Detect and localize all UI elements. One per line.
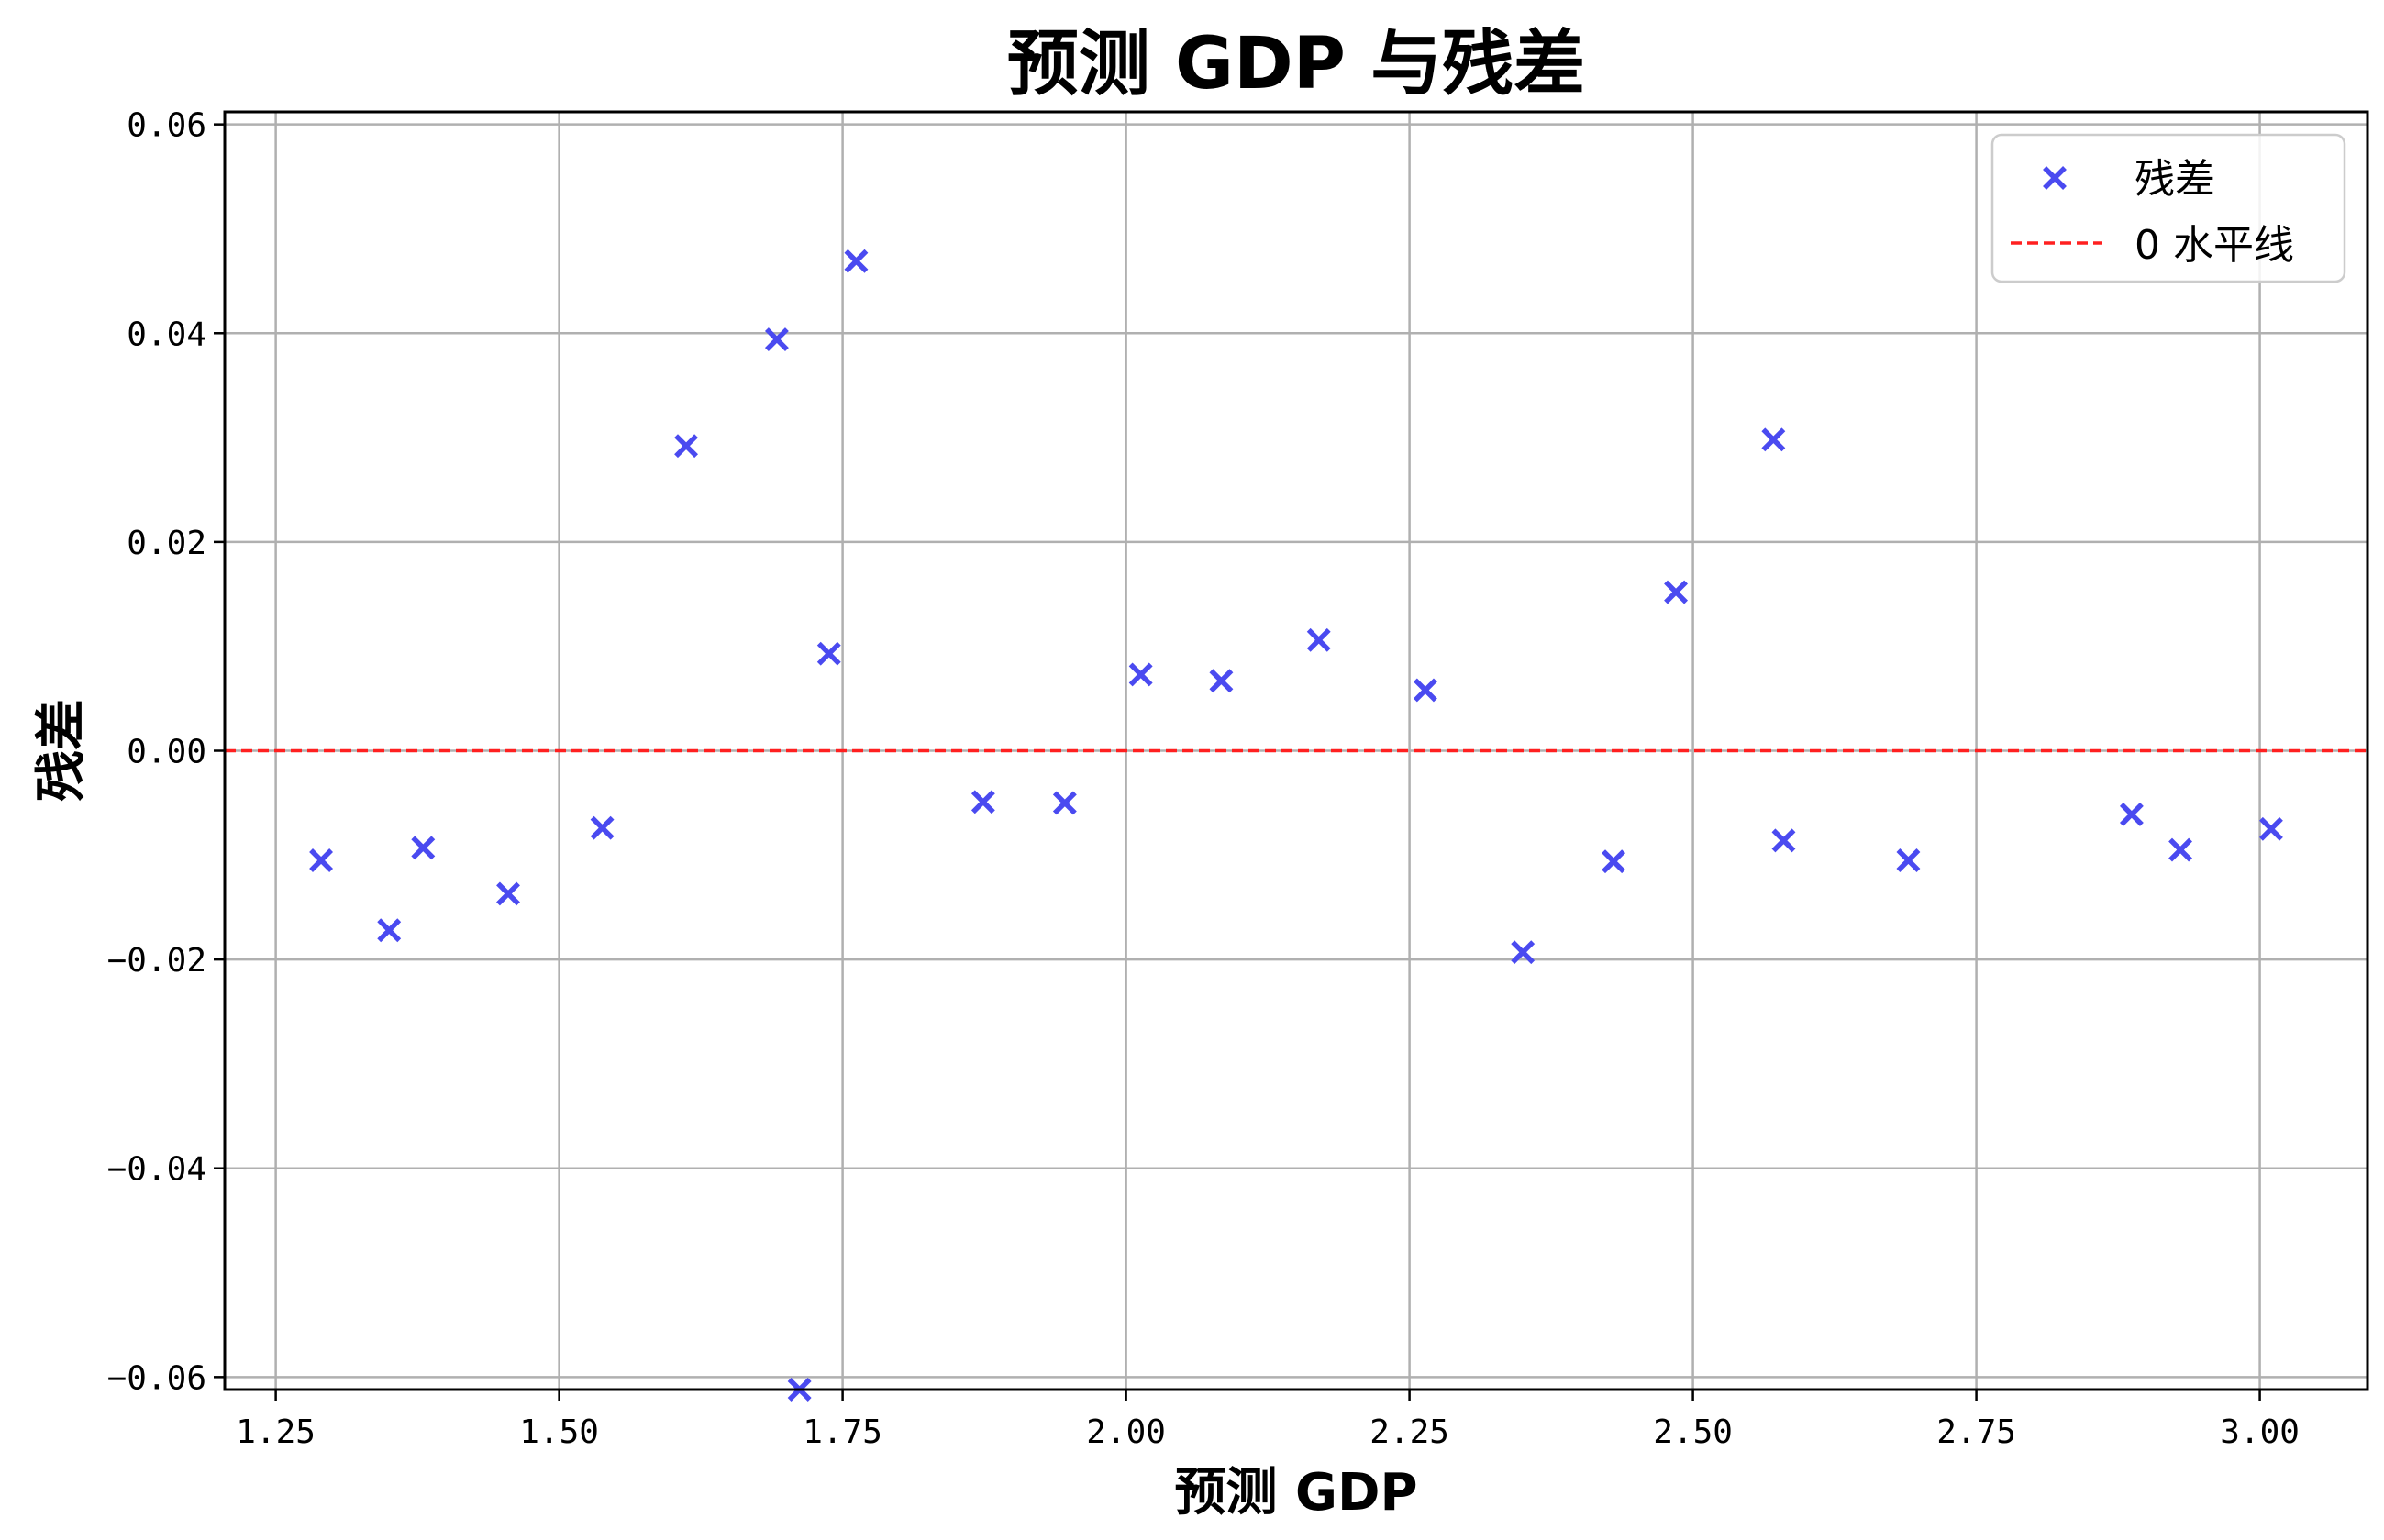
x-tick-label: 2.25: [1369, 1413, 1449, 1451]
y-tick-label: 0.06: [127, 107, 206, 145]
y-tick-label: −0.02: [107, 942, 206, 980]
data-point: [1664, 580, 1688, 604]
x-axis-label: 预测 GDP: [1175, 1463, 1418, 1523]
points-layer: [309, 249, 2283, 1402]
data-point: [2168, 837, 2193, 862]
x-tick-label: 2.00: [1086, 1413, 1166, 1451]
data-point: [1413, 678, 1437, 703]
data-point: [1896, 848, 1921, 872]
data-point: [1306, 627, 1331, 652]
x-tick-label: 3.00: [2220, 1413, 2300, 1451]
data-point: [2119, 802, 2144, 826]
y-axis-label: 残差: [32, 699, 92, 802]
y-tick-label: 0.02: [127, 525, 206, 562]
legend: 残差 0 水平线: [1990, 133, 2346, 283]
data-point: [816, 641, 841, 666]
y-tick-label: −0.04: [107, 1151, 206, 1189]
x-tick-label: 2.75: [1936, 1413, 2016, 1451]
x-tick-label: 2.50: [1653, 1413, 1733, 1451]
y-axis: −0.06 −0.04 −0.02 0.00 0.02 0.04 0.06: [107, 107, 225, 1397]
x-axis: 1.25 1.50 1.75 2.00 2.25 2.50 2.75 3.00: [236, 1390, 2300, 1451]
legend-label-zero-line: 0 水平线: [2135, 222, 2294, 269]
data-point: [1209, 669, 1234, 693]
data-point: [1128, 662, 1153, 687]
data-point: [1511, 940, 1536, 965]
x-tick-label: 1.25: [236, 1413, 316, 1451]
data-point: [1761, 427, 1786, 452]
x-tick-label: 1.75: [803, 1413, 882, 1451]
legend-box: [1990, 133, 2346, 283]
data-point: [496, 881, 520, 906]
x-tick-label: 1.50: [519, 1413, 599, 1451]
data-point: [309, 848, 334, 872]
data-point: [1771, 828, 1796, 853]
data-point: [1602, 849, 1626, 874]
legend-label-residual: 残差: [2135, 156, 2215, 203]
data-point: [411, 836, 436, 860]
data-point: [1052, 791, 1077, 815]
data-point: [674, 434, 698, 459]
chart-title: 预测 GDP 与残差: [1007, 23, 1585, 105]
data-point: [590, 815, 615, 840]
data-point: [844, 249, 869, 273]
data-point: [377, 918, 402, 943]
y-tick-label: 0.00: [127, 734, 206, 771]
legend-marker-icon: [2043, 166, 2067, 190]
data-point: [970, 790, 995, 814]
y-tick-label: 0.04: [127, 316, 206, 353]
data-point: [764, 327, 789, 352]
data-point: [2258, 816, 2283, 841]
y-tick-label: −0.06: [107, 1359, 206, 1397]
